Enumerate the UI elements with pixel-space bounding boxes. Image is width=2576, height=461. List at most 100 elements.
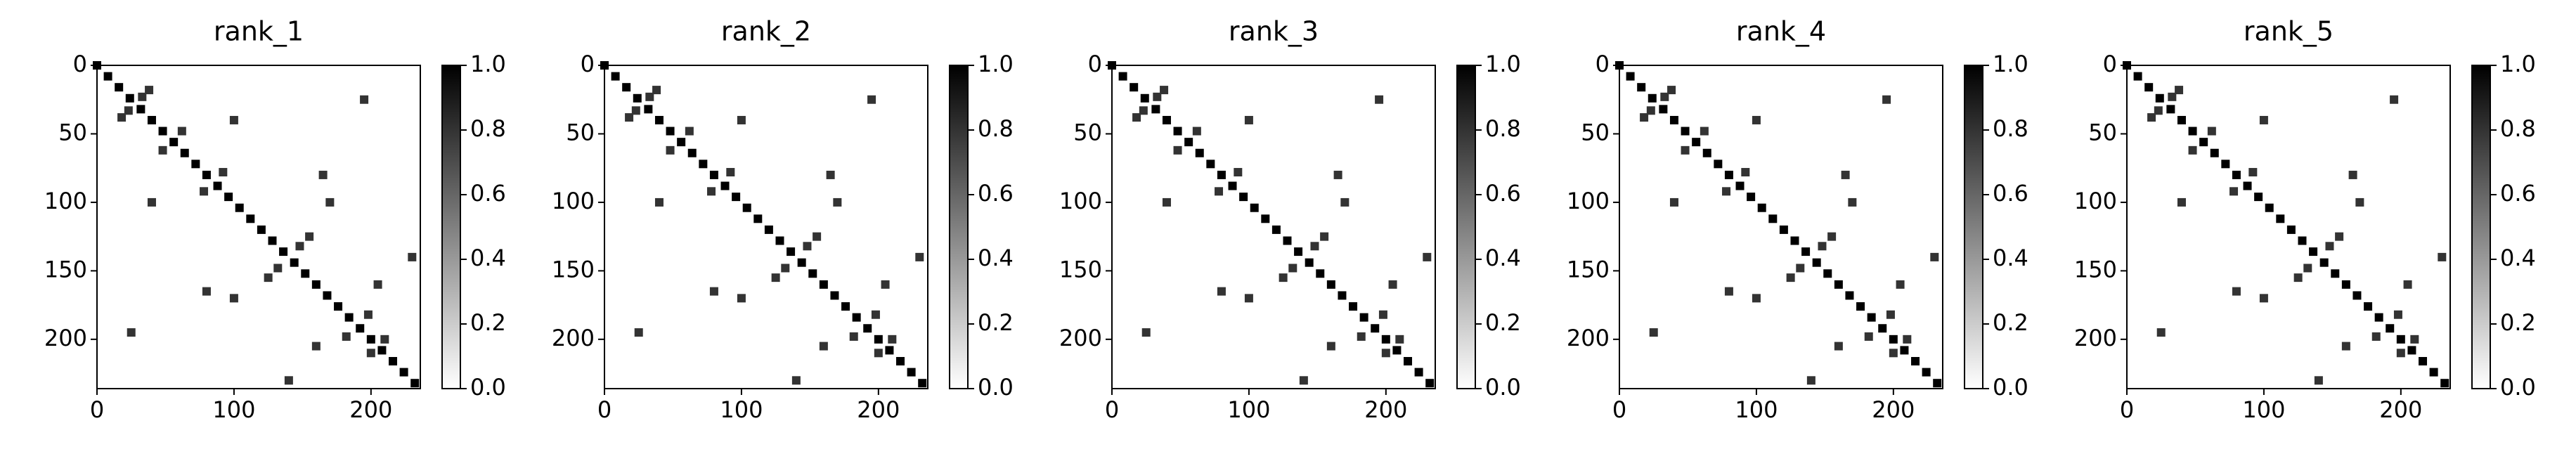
cell — [399, 368, 408, 377]
cell — [356, 324, 365, 333]
cell — [1423, 252, 1432, 261]
cell — [273, 264, 283, 273]
cell — [147, 115, 156, 124]
cell — [1316, 269, 1325, 278]
cell — [1667, 86, 1676, 95]
cell — [2386, 324, 2395, 333]
y-tick-label: 50 — [1073, 119, 1102, 145]
cell — [2221, 160, 2230, 169]
cell — [1903, 335, 1912, 344]
plot-frame — [1111, 65, 1436, 389]
cell — [1195, 148, 1204, 157]
colorbar — [949, 65, 969, 389]
cell — [737, 115, 746, 124]
cell — [634, 328, 643, 337]
cell — [1340, 197, 1350, 207]
cell — [791, 376, 801, 385]
y-tick-label: 100 — [2074, 188, 2117, 214]
cell — [1130, 83, 1139, 92]
cell — [1779, 225, 1788, 234]
cell — [389, 357, 398, 366]
colorbar-tick-label: 0.6 — [2500, 180, 2536, 207]
cell — [871, 310, 880, 319]
cell — [301, 269, 310, 278]
cell — [1294, 247, 1303, 257]
colorbar-tick-label: 0.0 — [2500, 374, 2536, 401]
cell — [2168, 92, 2177, 101]
cell — [1206, 160, 1215, 169]
cell — [1700, 126, 1709, 136]
plot-frame — [604, 65, 928, 389]
cell — [1827, 232, 1837, 241]
colorbar-tick-label: 0.6 — [978, 180, 1014, 207]
cell — [115, 83, 124, 92]
cell — [830, 291, 839, 300]
cell — [2147, 113, 2156, 122]
cell — [1326, 342, 1335, 351]
cell — [2396, 349, 2405, 358]
cell — [344, 313, 354, 322]
cell — [1153, 92, 1162, 101]
cell — [2393, 310, 2402, 319]
cell — [787, 247, 796, 257]
cell — [1886, 310, 1895, 319]
cell — [654, 115, 664, 124]
cell — [764, 225, 773, 234]
cell — [1151, 105, 1160, 114]
cell — [229, 294, 238, 303]
x-tick-label: 100 — [720, 396, 763, 423]
cell — [2276, 214, 2285, 223]
cell — [1392, 346, 1402, 355]
colorbar-tick-label: 0.8 — [470, 115, 506, 142]
cell — [257, 225, 266, 234]
chart-title: rank_5 — [2244, 16, 2334, 47]
y-tick-label: 100 — [1567, 188, 1610, 214]
cell — [707, 187, 716, 196]
cell — [2232, 170, 2241, 179]
y-tick-label: 150 — [1567, 256, 1610, 283]
cell — [2175, 86, 2184, 95]
cell — [797, 258, 806, 267]
y-tick-label: 0 — [2103, 51, 2117, 77]
cell — [1922, 368, 1931, 377]
cell — [2210, 148, 2219, 157]
cell — [1184, 138, 1193, 147]
cell — [1250, 203, 1259, 212]
cell — [819, 280, 828, 289]
cell — [1310, 242, 1319, 251]
cell — [1867, 313, 1876, 322]
cell — [2364, 302, 2373, 311]
cell — [915, 252, 924, 261]
cell — [1626, 72, 1635, 81]
cell — [1140, 93, 1149, 103]
colorbar-tick-label: 0.0 — [1993, 374, 2028, 401]
cell — [666, 126, 675, 136]
cell — [1414, 368, 1423, 377]
cell — [1217, 170, 1226, 179]
y-tick-label: 150 — [2074, 256, 2117, 283]
cell — [1217, 287, 1226, 296]
cell — [666, 145, 675, 155]
cell — [1378, 310, 1387, 319]
cell — [1864, 332, 1873, 341]
colorbar-tick-label: 0.2 — [470, 309, 506, 336]
cell — [1261, 214, 1270, 223]
cell — [279, 247, 288, 257]
cell — [1702, 148, 1711, 157]
cell — [1841, 170, 1850, 179]
y-tick-label: 0 — [73, 51, 87, 77]
cell — [687, 148, 697, 157]
cell — [2390, 95, 2399, 104]
colorbar-tick-label: 0.8 — [2500, 115, 2536, 142]
cell — [1228, 181, 1237, 190]
cell — [771, 273, 780, 283]
y-tick-label: 0 — [1088, 51, 1102, 77]
cell — [246, 214, 255, 223]
cell — [1801, 247, 1811, 257]
cell — [1646, 106, 1655, 115]
cell — [1722, 187, 1731, 196]
cell — [235, 203, 244, 212]
cell — [726, 168, 735, 177]
chart-title: rank_2 — [721, 16, 811, 47]
cell — [1244, 294, 1253, 303]
